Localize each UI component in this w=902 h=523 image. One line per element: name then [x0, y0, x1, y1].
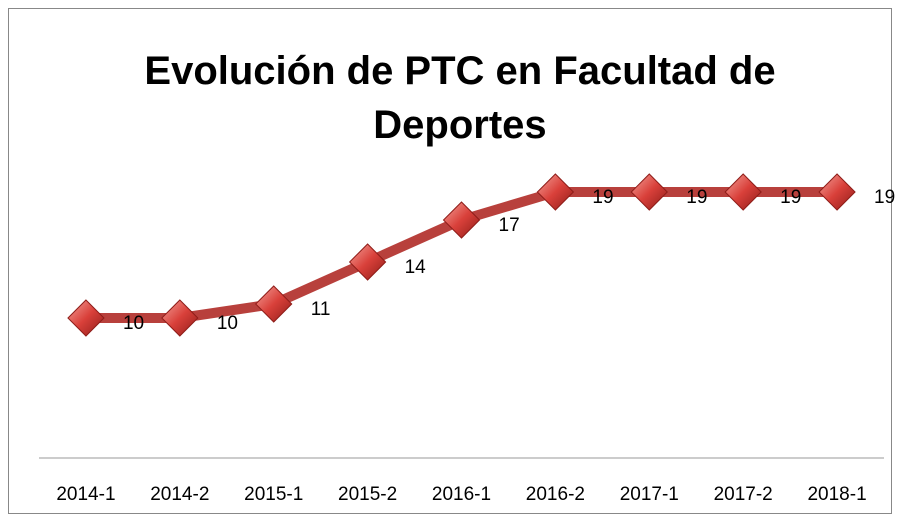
- data-marker: [255, 285, 293, 323]
- data-label: 14: [405, 257, 427, 278]
- x-tick-label: 2014-1: [56, 484, 115, 505]
- x-tick-label: 2016-1: [432, 484, 491, 505]
- data-marker: [161, 299, 199, 337]
- data-marker: [67, 299, 105, 337]
- data-label: 10: [123, 313, 144, 334]
- data-label: 19: [780, 187, 801, 208]
- x-tick-label: 2018-1: [807, 484, 866, 505]
- x-tick-label: 2015-1: [244, 484, 303, 505]
- x-tick-label: 2014-2: [150, 484, 209, 505]
- data-label: 10: [217, 313, 238, 334]
- data-marker: [536, 173, 575, 211]
- data-label: 17: [499, 215, 520, 236]
- x-tick-label: 2017-1: [620, 484, 679, 505]
- data-marker: [630, 173, 668, 211]
- chart-title: Evolución de PTC en Facultad de Deportes: [144, 49, 776, 147]
- chart-border: [8, 8, 892, 514]
- data-marker: [442, 201, 481, 239]
- data-label: 19: [874, 187, 895, 208]
- data-label: 19: [686, 187, 707, 208]
- data-marker: [818, 173, 856, 211]
- data-label: 11: [311, 299, 331, 320]
- x-tick-label: 2015-2: [338, 484, 397, 505]
- data-label: 19: [592, 187, 613, 208]
- data-marker: [348, 243, 387, 281]
- x-tick-label: 2017-2: [714, 484, 773, 505]
- x-tick-label: 2016-2: [526, 484, 585, 505]
- data-marker: [724, 173, 762, 211]
